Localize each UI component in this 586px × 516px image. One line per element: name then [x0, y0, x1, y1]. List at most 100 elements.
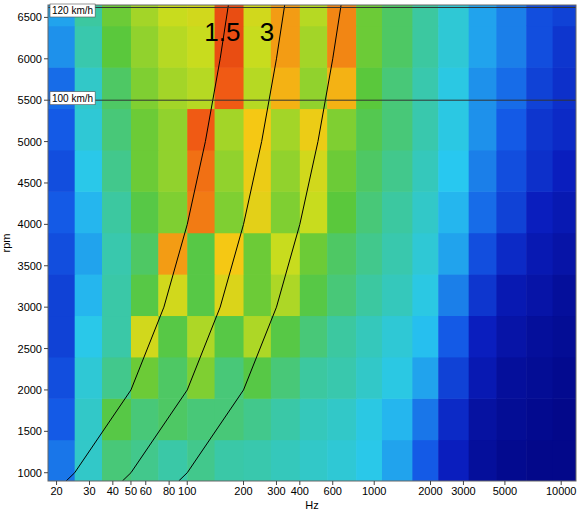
heatmap-cell: [48, 233, 75, 275]
heatmap-cell: [526, 315, 553, 357]
heatmap-cell: [187, 108, 215, 150]
heatmap-cell: [438, 191, 469, 233]
heatmap-cell: [382, 191, 413, 233]
heatmap-cell: [356, 233, 382, 275]
heatmap-cell: [158, 191, 188, 233]
heatmap-cell: [187, 357, 215, 399]
heatmap-cell: [412, 191, 438, 233]
heatmap-cell: [131, 191, 159, 233]
heatmap-cell: [356, 108, 382, 150]
heatmap-cell: [215, 150, 245, 192]
heatmap-cell: [327, 108, 357, 150]
order-line: [179, 5, 341, 481]
reference-label: 120 km/h: [50, 4, 95, 17]
heatmap-cell: [356, 357, 382, 399]
heatmap-cell: [553, 398, 576, 440]
heatmap-cell: [271, 398, 301, 440]
x-tick-label: 10000: [546, 485, 577, 497]
heatmap-cell: [244, 67, 272, 109]
x-tick-label: 2000: [418, 485, 442, 497]
heatmap-cell: [469, 150, 497, 192]
order-label: 1.5: [204, 17, 240, 47]
x-tick-label: 5000: [493, 485, 517, 497]
heatmap-cell: [382, 274, 413, 316]
reference-label-box: [50, 4, 95, 17]
heatmap-cell: [300, 357, 328, 399]
heatmap-cell: [102, 315, 132, 357]
y-tick-label: 2500: [18, 343, 42, 355]
heatmap-cell: [553, 108, 576, 150]
reference-line: [48, 100, 576, 101]
heatmap-cell: [215, 191, 245, 233]
chart: 120 km/h100 km/h1.5320304050608010020030…: [0, 0, 586, 516]
y-tick-label: 4500: [18, 177, 42, 189]
heatmap-cell: [102, 233, 132, 275]
reference-label-text: 100 km/h: [52, 93, 93, 104]
heatmap-cell: [356, 274, 382, 316]
heatmap-cell: [469, 357, 497, 399]
reference-label: 100 km/h: [50, 92, 95, 105]
heatmap-cell: [131, 26, 159, 68]
heatmap-cell: [553, 315, 576, 357]
heatmap-cell: [553, 191, 576, 233]
heatmap-cell: [327, 150, 357, 192]
heatmap-cell: [327, 398, 357, 440]
heatmap-cell: [356, 440, 382, 481]
heatmap-cell: [244, 440, 272, 481]
x-tick-label: 40: [107, 485, 119, 497]
heatmap-cell: [271, 26, 301, 68]
heatmap-cell: [75, 357, 103, 399]
heatmap-cell: [215, 67, 245, 109]
heatmap-cell: [244, 108, 272, 150]
y-tick: [44, 224, 48, 225]
heatmap-cell: [526, 398, 553, 440]
heatmap-cell: [356, 5, 382, 26]
heatmap-cell: [102, 398, 132, 440]
heatmap-cell: [553, 274, 576, 316]
heatmap-cell: [187, 440, 215, 481]
heatmap-cell: [496, 357, 526, 399]
heatmap-cell: [382, 315, 413, 357]
heatmap-cell: [526, 26, 553, 68]
heatmap-cell: [158, 315, 188, 357]
heatmap-cell: [271, 108, 301, 150]
y-tick: [44, 17, 48, 18]
heatmap-cell: [158, 440, 188, 481]
heatmap-cell: [412, 274, 438, 316]
heatmap-cell: [75, 274, 103, 316]
heatmap-cell: [356, 150, 382, 192]
order-line: [122, 5, 284, 481]
y-tick-label: 5500: [18, 94, 42, 106]
heatmap-cell: [215, 108, 245, 150]
heatmap-cell: [496, 5, 526, 26]
heatmap-cell: [412, 26, 438, 68]
heatmap-cell: [469, 26, 497, 68]
heatmap-cell: [356, 398, 382, 440]
heatmap-cell: [496, 108, 526, 150]
heatmap-cell: [553, 357, 576, 399]
heatmap-cell: [496, 67, 526, 109]
heatmap-cell: [526, 357, 553, 399]
x-tick-label: 30: [83, 485, 95, 497]
heatmap-cell: [327, 26, 357, 68]
heatmap-cell: [412, 108, 438, 150]
heatmap-cell: [438, 108, 469, 150]
heatmap-cell: [300, 274, 328, 316]
heatmap-cell: [327, 274, 357, 316]
heatmap-cell: [158, 5, 188, 26]
y-tick: [44, 182, 48, 183]
heatmap-cell: [75, 108, 103, 150]
heatmap-cell: [382, 440, 413, 481]
heatmap-cell: [75, 191, 103, 233]
x-tick-label: 100: [178, 485, 196, 497]
heatmap-cell: [75, 315, 103, 357]
heatmap-cell: [187, 398, 215, 440]
heatmap-cell: [356, 26, 382, 68]
heatmap-cell: [244, 191, 272, 233]
heatmap-cell: [412, 5, 438, 26]
y-tick-label: 1500: [18, 425, 42, 437]
heatmap-cell: [187, 150, 215, 192]
y-tick: [44, 58, 48, 59]
heatmap-cell: [382, 108, 413, 150]
heatmap-cell: [158, 108, 188, 150]
